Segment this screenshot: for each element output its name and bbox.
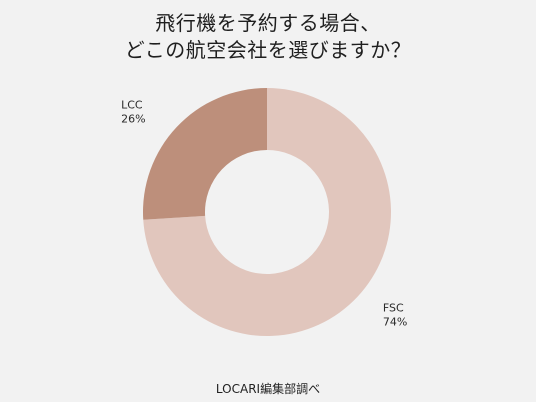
source-note: LOCARI編集部調べ (215, 382, 321, 396)
chart-title-line-2: どこの航空会社を選びますか？ (124, 38, 412, 62)
donut-slices (143, 88, 391, 336)
chart-title-line-1: 飛行機を予約する場合、 (155, 11, 381, 35)
slice-label-fsc: FSC (383, 301, 404, 314)
chart-title: 飛行機を予約する場合、 どこの航空会社を選びますか？ (0, 10, 536, 64)
slice-label-lcc: LCC (121, 99, 143, 112)
slice-lcc (143, 88, 267, 220)
slice-percent-fsc: 74% (383, 315, 407, 328)
slice-fsc (143, 88, 391, 336)
slice-percent-lcc: 26% (121, 113, 145, 126)
